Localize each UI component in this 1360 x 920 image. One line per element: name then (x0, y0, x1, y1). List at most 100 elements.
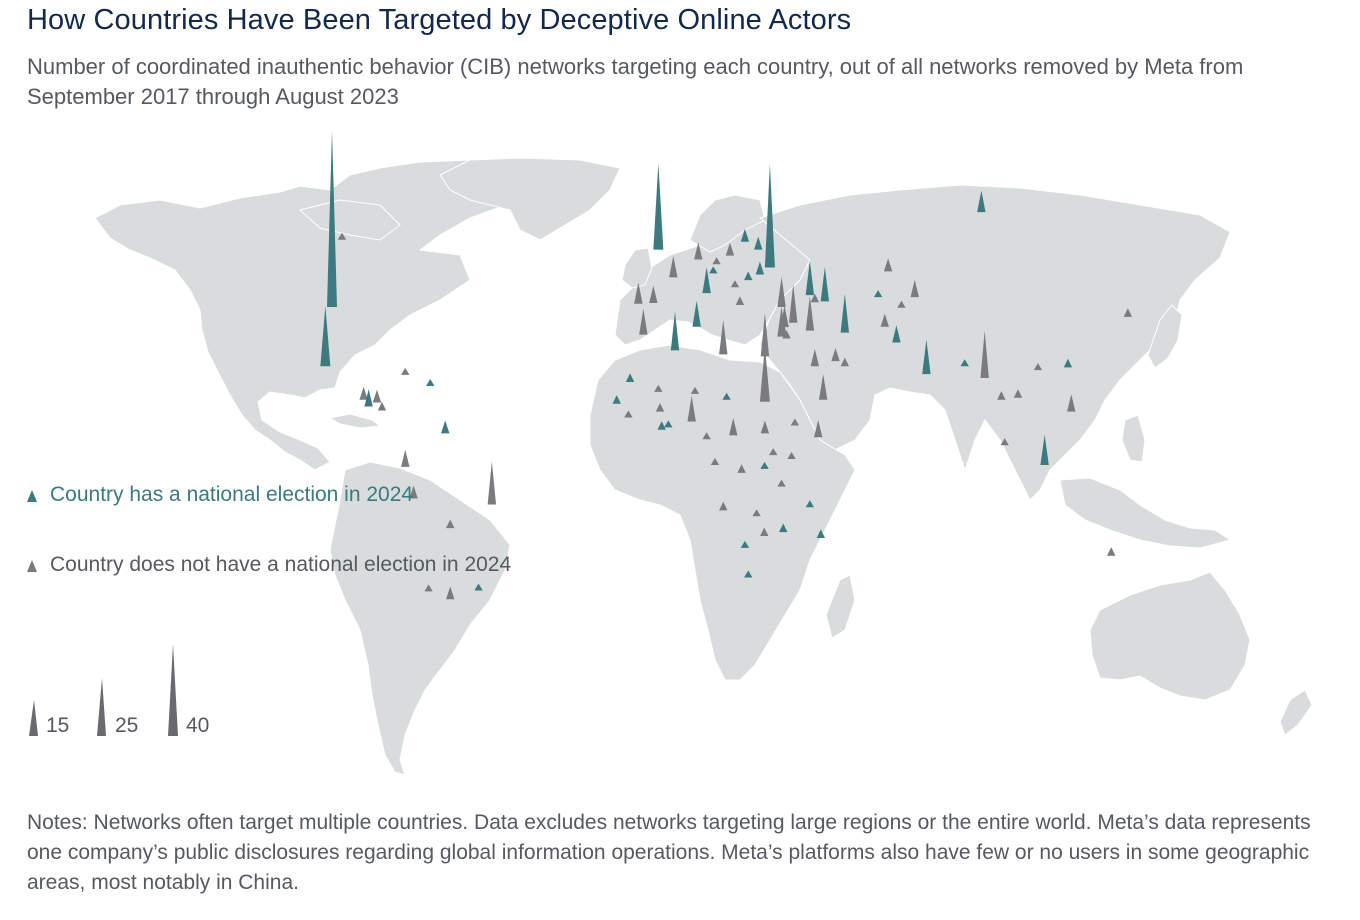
spike-afghanistan (880, 313, 889, 327)
spike-mali (654, 384, 663, 392)
spike-togo (664, 420, 673, 428)
spike-taiwan (1063, 358, 1073, 368)
spike-uzbekistan (873, 290, 883, 298)
country-spikes (320, 130, 1133, 600)
spike-bangladesh (960, 359, 969, 367)
spike-zambia (752, 509, 761, 517)
britain-landmass (621, 247, 653, 289)
scale-spike-25 (97, 678, 106, 736)
spike-china (1033, 363, 1043, 371)
spike-south-sudan (760, 420, 770, 434)
spike-guatemala (359, 386, 368, 400)
scale-label-25: 25 (115, 714, 139, 737)
chart-subtitle: Number of coordinated inauthentic behavi… (27, 54, 1244, 109)
spike-chad (722, 392, 731, 400)
spike-qatar (831, 348, 840, 362)
scale-spike-40 (168, 644, 178, 736)
spike-honduras (372, 389, 382, 403)
spike-indonesia (1040, 434, 1049, 465)
spike-mozambique (779, 523, 788, 533)
philippines-landmass (1121, 414, 1146, 463)
spike-mexico (320, 306, 331, 367)
spike-senegal (612, 395, 621, 404)
spike-syria (789, 284, 798, 323)
spike-mauritania (625, 373, 635, 382)
spike-myanmar (980, 330, 989, 379)
spike-romania (744, 271, 753, 281)
spike-united-states (327, 130, 337, 307)
north-america-landmass (94, 159, 541, 471)
spike-peru (409, 485, 418, 499)
south-america-landmass (329, 461, 511, 776)
spike-japan (1123, 308, 1133, 317)
spike-vietnam (1013, 389, 1023, 398)
spike-thailand (997, 391, 1006, 400)
spike-armenia (810, 293, 820, 303)
spike-yemen (818, 373, 828, 400)
spike-ghana (657, 421, 666, 430)
spike-niger (690, 386, 700, 394)
arctic-islands (298, 199, 401, 241)
spike-united-kingdom (653, 163, 664, 250)
australia-landmass (1089, 571, 1251, 701)
spike-canada (337, 232, 347, 240)
teal-triangle-icon (27, 490, 37, 502)
spike-poland (725, 242, 735, 256)
spike-cuba (401, 367, 410, 375)
africa-landmass (589, 344, 856, 681)
scale-spikes (29, 644, 178, 736)
spike-ethiopia (790, 418, 800, 426)
spike-portugal (634, 282, 643, 304)
spike-morocco (639, 308, 648, 335)
size-scale: 15 25 40 (20, 640, 250, 740)
spike-south-africa (744, 570, 753, 578)
spike-india (922, 339, 931, 375)
spike-serbia (730, 280, 740, 288)
spike-lithuania (740, 228, 750, 242)
spike-nigeria (687, 395, 696, 422)
spike-ukraine (764, 164, 775, 268)
spike-somalia (813, 420, 823, 438)
spike-algeria (670, 311, 680, 351)
scale-label-15: 15 (46, 714, 70, 737)
legend-election: Country has a national election in 2024 (26, 480, 413, 509)
southeast-asia-islands (1059, 477, 1232, 549)
spike-philippines (1067, 394, 1076, 412)
scandinavia-landmass (689, 194, 766, 253)
gray-triangle-icon (27, 560, 37, 572)
spike-tajikistan (897, 300, 906, 308)
spike-congo (710, 457, 720, 465)
spike-turkey (777, 276, 786, 307)
spike-bolivia (446, 519, 455, 529)
scale-spike-15 (29, 700, 38, 736)
scale-label-40: 40 (186, 714, 210, 737)
spike-malaysia (1000, 438, 1009, 446)
japan-landmass (1147, 304, 1183, 369)
spike-jordan (782, 329, 791, 339)
spike-brazil (487, 461, 497, 505)
spike-russia (977, 190, 986, 213)
greenland-landmass (439, 157, 621, 241)
spike-uruguay (474, 583, 483, 591)
spike-saudi-arabia (810, 349, 820, 367)
spike-rwanda (760, 461, 769, 469)
spike-palestinian-territories (778, 317, 787, 335)
spike-argentina (446, 586, 455, 600)
legend-no-election: Country does not have a national electio… (26, 550, 511, 579)
spike-kyrgyzstan (910, 279, 919, 298)
spike-georgia (805, 260, 815, 296)
notes: Notes: Networks often target multiple co… (27, 811, 1311, 894)
spike-ecuador (401, 449, 410, 467)
spike-moldova (755, 261, 765, 275)
spike-burkina-faso (655, 403, 665, 412)
spike-united-arab-emirates (840, 357, 850, 367)
spike-azerbaijan (820, 267, 830, 302)
spike-belarus (754, 236, 763, 250)
spike-czechia (712, 257, 721, 265)
spike-pakistan (892, 325, 901, 343)
spike-australia (1107, 547, 1116, 556)
spike-kenya (787, 452, 796, 460)
spike-uganda (769, 448, 778, 456)
spike-iran (840, 293, 850, 333)
